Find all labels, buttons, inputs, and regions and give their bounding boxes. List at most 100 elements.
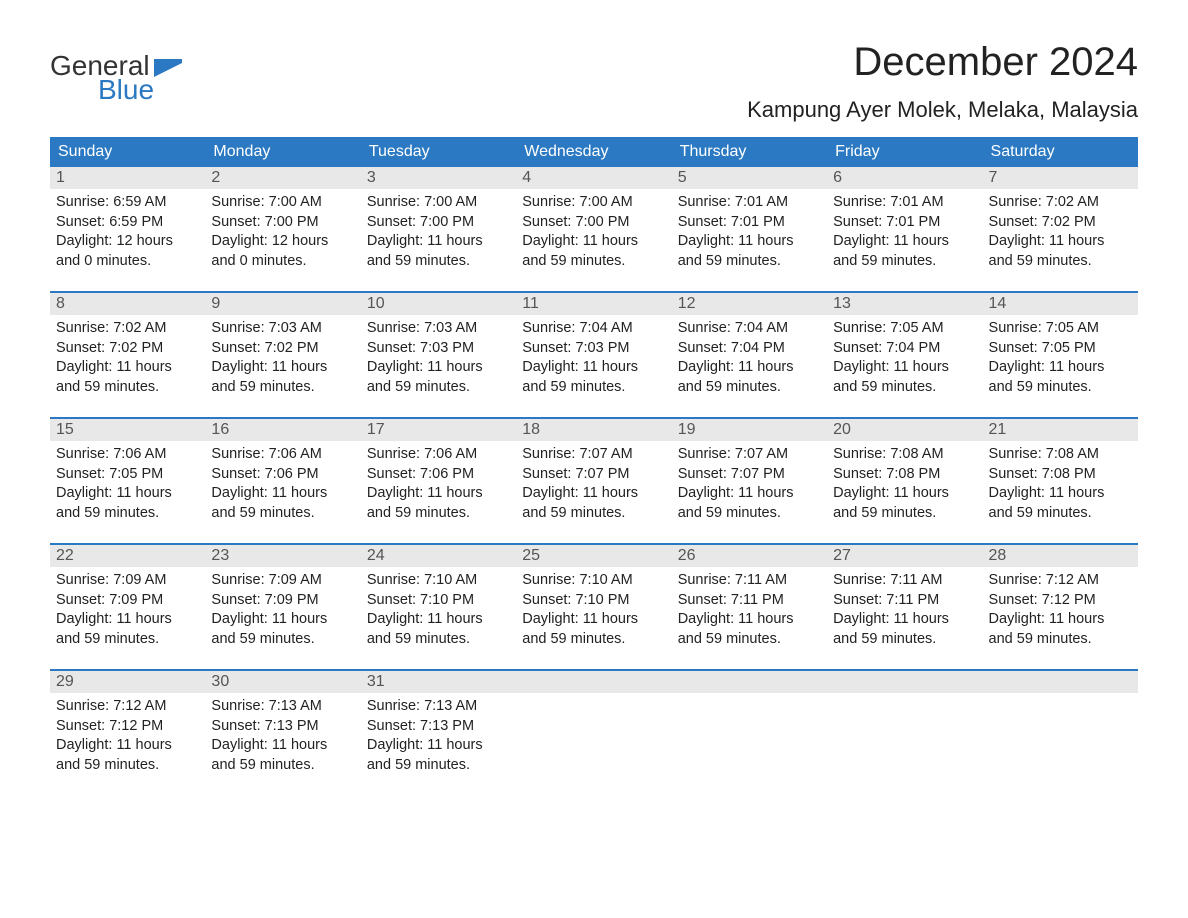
daylight-line1: Daylight: 11 hours bbox=[678, 610, 821, 630]
sunset-text: Sunset: 6:59 PM bbox=[56, 213, 199, 233]
daylight-line1: Daylight: 11 hours bbox=[833, 484, 976, 504]
day-number: 23 bbox=[205, 545, 360, 567]
sunrise-text: Sunrise: 7:09 AM bbox=[56, 571, 199, 591]
day-cell: 3Sunrise: 7:00 AMSunset: 7:00 PMDaylight… bbox=[361, 167, 516, 277]
month-title: December 2024 bbox=[747, 40, 1138, 85]
sunrise-text: Sunrise: 7:05 AM bbox=[833, 319, 976, 339]
daylight-line1: Daylight: 11 hours bbox=[211, 484, 354, 504]
day-cell bbox=[672, 671, 827, 781]
day-number: 10 bbox=[361, 293, 516, 315]
day-number: 15 bbox=[50, 419, 205, 441]
week-row: 15Sunrise: 7:06 AMSunset: 7:05 PMDayligh… bbox=[50, 417, 1138, 529]
day-cell: 6Sunrise: 7:01 AMSunset: 7:01 PMDaylight… bbox=[827, 167, 982, 277]
day-cell: 4Sunrise: 7:00 AMSunset: 7:00 PMDaylight… bbox=[516, 167, 671, 277]
day-body: Sunrise: 7:04 AMSunset: 7:04 PMDaylight:… bbox=[672, 315, 827, 401]
sunset-text: Sunset: 7:09 PM bbox=[56, 591, 199, 611]
day-number: 7 bbox=[983, 167, 1138, 189]
day-body: Sunrise: 7:07 AMSunset: 7:07 PMDaylight:… bbox=[672, 441, 827, 527]
weekday-header: Monday bbox=[205, 137, 360, 167]
day-cell: 2Sunrise: 7:00 AMSunset: 7:00 PMDaylight… bbox=[205, 167, 360, 277]
day-body: Sunrise: 7:06 AMSunset: 7:06 PMDaylight:… bbox=[361, 441, 516, 527]
daylight-line1: Daylight: 11 hours bbox=[367, 358, 510, 378]
day-cell: 23Sunrise: 7:09 AMSunset: 7:09 PMDayligh… bbox=[205, 545, 360, 655]
daylight-line2: and 59 minutes. bbox=[989, 252, 1132, 272]
daylight-line1: Daylight: 11 hours bbox=[56, 484, 199, 504]
day-cell: 29Sunrise: 7:12 AMSunset: 7:12 PMDayligh… bbox=[50, 671, 205, 781]
day-cell: 18Sunrise: 7:07 AMSunset: 7:07 PMDayligh… bbox=[516, 419, 671, 529]
daylight-line2: and 59 minutes. bbox=[522, 378, 665, 398]
day-body: Sunrise: 7:00 AMSunset: 7:00 PMDaylight:… bbox=[205, 189, 360, 275]
sunrise-text: Sunrise: 7:10 AM bbox=[522, 571, 665, 591]
sunset-text: Sunset: 7:10 PM bbox=[522, 591, 665, 611]
day-body bbox=[516, 693, 671, 701]
day-number: 25 bbox=[516, 545, 671, 567]
daylight-line1: Daylight: 11 hours bbox=[367, 610, 510, 630]
day-body: Sunrise: 7:10 AMSunset: 7:10 PMDaylight:… bbox=[361, 567, 516, 653]
sunset-text: Sunset: 7:08 PM bbox=[989, 465, 1132, 485]
day-cell: 21Sunrise: 7:08 AMSunset: 7:08 PMDayligh… bbox=[983, 419, 1138, 529]
daylight-line1: Daylight: 11 hours bbox=[678, 358, 821, 378]
day-number: 2 bbox=[205, 167, 360, 189]
day-body: Sunrise: 7:00 AMSunset: 7:00 PMDaylight:… bbox=[516, 189, 671, 275]
day-cell: 12Sunrise: 7:04 AMSunset: 7:04 PMDayligh… bbox=[672, 293, 827, 403]
daylight-line1: Daylight: 11 hours bbox=[522, 232, 665, 252]
daylight-line2: and 59 minutes. bbox=[833, 630, 976, 650]
sunset-text: Sunset: 7:08 PM bbox=[833, 465, 976, 485]
sunrise-text: Sunrise: 7:10 AM bbox=[367, 571, 510, 591]
day-body: Sunrise: 7:07 AMSunset: 7:07 PMDaylight:… bbox=[516, 441, 671, 527]
sunset-text: Sunset: 7:00 PM bbox=[367, 213, 510, 233]
day-number bbox=[672, 671, 827, 693]
sunset-text: Sunset: 7:03 PM bbox=[367, 339, 510, 359]
daylight-line2: and 59 minutes. bbox=[211, 504, 354, 524]
sunset-text: Sunset: 7:04 PM bbox=[678, 339, 821, 359]
day-number: 6 bbox=[827, 167, 982, 189]
sunset-text: Sunset: 7:11 PM bbox=[833, 591, 976, 611]
daylight-line2: and 59 minutes. bbox=[833, 252, 976, 272]
day-body: Sunrise: 7:05 AMSunset: 7:04 PMDaylight:… bbox=[827, 315, 982, 401]
day-number: 8 bbox=[50, 293, 205, 315]
daylight-line2: and 59 minutes. bbox=[367, 630, 510, 650]
sunset-text: Sunset: 7:02 PM bbox=[989, 213, 1132, 233]
week-row: 29Sunrise: 7:12 AMSunset: 7:12 PMDayligh… bbox=[50, 669, 1138, 781]
daylight-line2: and 59 minutes. bbox=[522, 630, 665, 650]
day-cell: 28Sunrise: 7:12 AMSunset: 7:12 PMDayligh… bbox=[983, 545, 1138, 655]
day-cell: 20Sunrise: 7:08 AMSunset: 7:08 PMDayligh… bbox=[827, 419, 982, 529]
sunset-text: Sunset: 7:00 PM bbox=[211, 213, 354, 233]
sunset-text: Sunset: 7:06 PM bbox=[211, 465, 354, 485]
daylight-line2: and 59 minutes. bbox=[522, 252, 665, 272]
sunrise-text: Sunrise: 7:04 AM bbox=[678, 319, 821, 339]
day-cell: 14Sunrise: 7:05 AMSunset: 7:05 PMDayligh… bbox=[983, 293, 1138, 403]
day-number bbox=[983, 671, 1138, 693]
week-row: 1Sunrise: 6:59 AMSunset: 6:59 PMDaylight… bbox=[50, 167, 1138, 277]
day-body: Sunrise: 7:08 AMSunset: 7:08 PMDaylight:… bbox=[827, 441, 982, 527]
title-block: December 2024 Kampung Ayer Molek, Melaka… bbox=[747, 40, 1138, 123]
day-number: 21 bbox=[983, 419, 1138, 441]
day-number: 17 bbox=[361, 419, 516, 441]
day-body: Sunrise: 7:03 AMSunset: 7:03 PMDaylight:… bbox=[361, 315, 516, 401]
daylight-line1: Daylight: 11 hours bbox=[211, 610, 354, 630]
location-subtitle: Kampung Ayer Molek, Melaka, Malaysia bbox=[747, 97, 1138, 123]
day-number bbox=[516, 671, 671, 693]
calendar: SundayMondayTuesdayWednesdayThursdayFrid… bbox=[50, 137, 1138, 781]
daylight-line2: and 59 minutes. bbox=[833, 378, 976, 398]
day-cell: 30Sunrise: 7:13 AMSunset: 7:13 PMDayligh… bbox=[205, 671, 360, 781]
daylight-line1: Daylight: 11 hours bbox=[56, 736, 199, 756]
day-body: Sunrise: 7:13 AMSunset: 7:13 PMDaylight:… bbox=[361, 693, 516, 779]
daylight-line2: and 59 minutes. bbox=[678, 378, 821, 398]
sunset-text: Sunset: 7:12 PM bbox=[989, 591, 1132, 611]
sunrise-text: Sunrise: 7:01 AM bbox=[833, 193, 976, 213]
daylight-line2: and 0 minutes. bbox=[56, 252, 199, 272]
daylight-line1: Daylight: 11 hours bbox=[367, 232, 510, 252]
daylight-line1: Daylight: 11 hours bbox=[367, 484, 510, 504]
daylight-line2: and 59 minutes. bbox=[367, 504, 510, 524]
daylight-line1: Daylight: 11 hours bbox=[522, 484, 665, 504]
logo: General Blue bbox=[50, 50, 182, 106]
sunset-text: Sunset: 7:02 PM bbox=[56, 339, 199, 359]
sunrise-text: Sunrise: 7:12 AM bbox=[989, 571, 1132, 591]
weekday-header: Thursday bbox=[672, 137, 827, 167]
day-cell bbox=[827, 671, 982, 781]
day-cell: 7Sunrise: 7:02 AMSunset: 7:02 PMDaylight… bbox=[983, 167, 1138, 277]
daylight-line2: and 59 minutes. bbox=[211, 756, 354, 776]
sunrise-text: Sunrise: 7:00 AM bbox=[211, 193, 354, 213]
day-cell: 27Sunrise: 7:11 AMSunset: 7:11 PMDayligh… bbox=[827, 545, 982, 655]
